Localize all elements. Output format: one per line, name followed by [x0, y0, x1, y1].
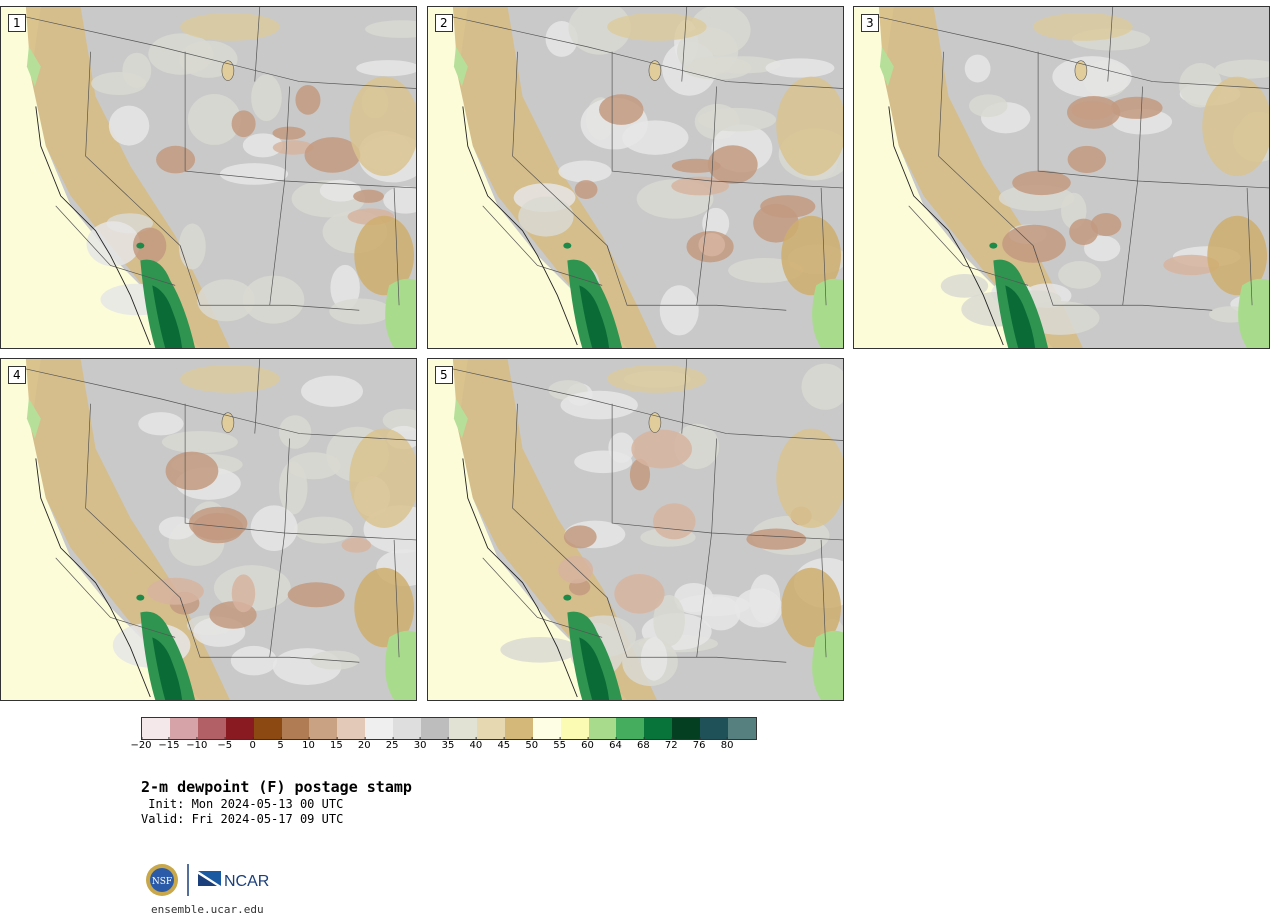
map-panel-5: 5	[427, 358, 844, 701]
member-label: 1	[8, 14, 26, 32]
colorbar-tick-label: 76	[692, 737, 706, 751]
colorbar-swatch	[532, 718, 561, 739]
member-label: 3	[861, 14, 879, 32]
colorbar-swatch	[309, 718, 338, 739]
map-panel-4: 4	[0, 358, 417, 701]
ncar-logo-text: NCAR	[224, 873, 269, 890]
map-panel-3: 3	[853, 6, 1270, 349]
colorbar-swatch	[393, 718, 422, 739]
nsf-logo-text: NSF	[152, 877, 172, 887]
dewpoint-map	[1, 7, 416, 348]
colorbar-tick-label: 64	[609, 737, 622, 751]
colorbar-swatch	[253, 718, 282, 739]
colorbar	[141, 717, 757, 740]
colorbar-swatch	[672, 718, 701, 739]
colorbar-tick-label: 35	[441, 737, 455, 751]
valid-time: Valid: Fri 2024-05-17 09 UTC	[141, 812, 344, 826]
colorbar-tick-label: 15	[329, 737, 343, 751]
colorbar-swatch	[365, 718, 394, 739]
colorbar-tick-label: 40	[469, 737, 483, 751]
colorbar-tick-label: 45	[497, 737, 511, 751]
dewpoint-map	[1, 359, 416, 700]
map-panel-1: 1	[0, 6, 417, 349]
member-label: 2	[435, 14, 453, 32]
colorbar-swatch	[169, 718, 198, 739]
colorbar-tick-label: 72	[664, 737, 678, 751]
colorbar-swatch	[281, 718, 310, 739]
colorbar-swatch	[476, 718, 505, 739]
colorbar-swatch	[337, 718, 366, 739]
site-url: ensemble.ucar.edu	[151, 903, 264, 916]
colorbar-tick-label: 80	[720, 737, 734, 751]
colorbar-swatch	[560, 718, 589, 739]
colorbar-swatch	[421, 718, 449, 739]
colorbar-swatch	[728, 718, 756, 739]
colorbar-tick-label: −20	[130, 737, 152, 751]
init-time: Init: Mon 2024-05-13 00 UTC	[141, 797, 344, 811]
colorbar-swatch	[616, 718, 645, 739]
colorbar-swatch	[448, 718, 477, 739]
colorbar-tick-label: 20	[357, 737, 371, 751]
ncar-logo-icon: NCAR	[198, 871, 269, 890]
colorbar-swatch	[700, 718, 729, 739]
colorbar-tick-label: −5	[217, 737, 233, 751]
colorbar-swatch	[197, 718, 226, 739]
dewpoint-map	[854, 7, 1269, 348]
colorbar-tick-label: −10	[186, 737, 208, 751]
colorbar-tick-label: 0	[249, 737, 256, 751]
nsf-logo-icon: NSF	[146, 864, 178, 896]
colorbar-tick-label: 68	[636, 737, 650, 751]
colorbar-ticks: −20 −15 −10 −5 0 5 10 15 20 25 30 35 40 45 50 55 60 64 68 7…	[130, 737, 756, 760]
colorbar-tick-label: 10	[302, 737, 315, 751]
colorbar-tick-label: 5	[277, 737, 284, 751]
colorbar-tick-label: 25	[385, 737, 399, 751]
colorbar-tick-label: 30	[413, 737, 427, 751]
colorbar-swatch	[504, 718, 533, 739]
colorbar-tick-label: 50	[525, 737, 539, 751]
dewpoint-map	[428, 359, 843, 700]
colorbar-swatch	[644, 718, 673, 739]
colorbar-tick-label: 60	[581, 737, 594, 751]
colorbar-swatch	[142, 718, 170, 739]
logos: NSF NCAR	[146, 864, 269, 896]
dewpoint-map	[428, 7, 843, 348]
member-label: 5	[435, 366, 453, 384]
colorbar-swatch	[225, 718, 254, 739]
colorbar-tick-label: −15	[158, 737, 180, 751]
colorbar-tick-label: 55	[553, 737, 566, 751]
colorbar-swatch	[588, 718, 617, 739]
page-title: 2-m dewpoint (F) postage stamp	[141, 778, 412, 796]
member-label: 4	[8, 366, 26, 384]
map-panel-2: 2	[427, 6, 844, 349]
